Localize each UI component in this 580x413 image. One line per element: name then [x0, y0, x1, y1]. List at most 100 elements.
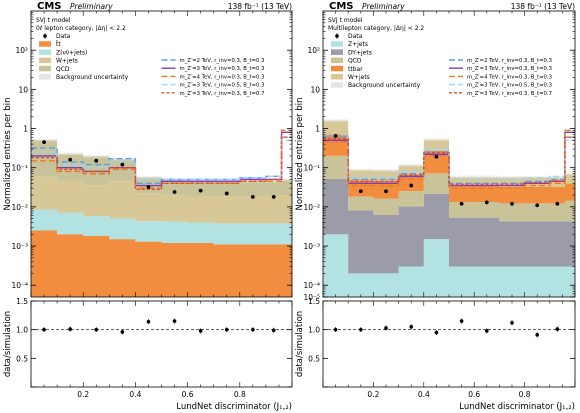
- legend-signal-label: m_Z′=3 TeV, r_inv=0.3, B_t=0.3: [180, 66, 265, 72]
- ratio-point: [94, 327, 99, 332]
- y-tick-label: 10⁻⁵: [303, 293, 320, 302]
- legend-label: Data: [348, 33, 363, 40]
- x-tick-label: 0.2: [367, 390, 379, 399]
- data-point: [535, 203, 540, 208]
- legend-label: DY+jets: [348, 49, 372, 56]
- legend-signal-label: m_Z′=4 TeV, r_inv=0.3, B_t=0.3: [467, 74, 552, 80]
- panel-right: 10⁻⁵ 10⁻⁴ 10⁻³ 10⁻² 10⁻¹ 1 10 10² CMS Preliminary…: [295, 1, 576, 412]
- data-point: [120, 162, 125, 167]
- x-axis-label: LundNet discriminator (J₁,₂): [459, 402, 575, 412]
- legend-label: W+jets: [348, 74, 370, 81]
- y-tick-label: 10⁻²: [303, 203, 320, 212]
- panel-left: 10⁻⁴ 10⁻³ 10⁻² 10⁻¹ 1 10 10² CMS Preliminary 138 …: [3, 1, 293, 412]
- model-label: SVJ t model: [328, 17, 363, 24]
- signal-sig4: [323, 133, 575, 181]
- legend-swatch-wjets: [39, 57, 51, 64]
- data-point: [555, 201, 560, 206]
- legend-signal-label: m_Z′=3 TeV, r_inv=0.3, B_t=0.7: [467, 91, 552, 97]
- signal-sig1: [31, 136, 292, 184]
- ratio-tick-label: 0.5: [308, 354, 320, 363]
- data-point: [409, 183, 414, 188]
- y-tick-label: 1: [315, 125, 320, 134]
- data-point: [224, 191, 229, 196]
- ratio-point: [409, 325, 414, 329]
- legend-signal-label: m_Z′=4 TeV, r_inv=0.3, B_t=0.3: [180, 74, 265, 80]
- data-point: [459, 201, 464, 206]
- legend-swatch-dyjets: [331, 49, 343, 55]
- ratio-point: [333, 327, 338, 332]
- category-label: Multilepton category, |Δη| < 2.2: [328, 25, 424, 32]
- legend-signal-label: m_Z′=3 TeV, r_inv=0.3, B_t=0.7: [180, 91, 265, 97]
- legend-swatch-ttbar: [39, 41, 51, 47]
- ratio-point: [510, 320, 514, 325]
- y-tick-label: 10⁻¹: [11, 164, 28, 173]
- ratio-tick-label: 0.5: [16, 354, 28, 363]
- y-tick-label: 10: [18, 85, 28, 94]
- y-tick-label: 10⁻¹: [303, 164, 320, 173]
- signal-sig3: [323, 129, 575, 189]
- legend-signal-label: m_Z′=2 TeV, r_inv=0.3, B_t=0.3: [180, 58, 265, 64]
- legend-label: Background uncertainty: [56, 74, 129, 81]
- plot-area: [323, 119, 575, 297]
- data-point: [68, 157, 73, 162]
- x-tick-label: 0.4: [418, 390, 430, 399]
- y-axis-label: Normalized entries per bin: [295, 97, 305, 210]
- data-point: [510, 201, 514, 206]
- ratio-frame: [30, 300, 293, 388]
- ratio-y-axis-label: data/simulation: [295, 311, 305, 377]
- ratio-point: [434, 330, 439, 335]
- status-label: Preliminary: [362, 2, 405, 11]
- lumi-label: 138 fb⁻¹ (13 TeV): [511, 2, 575, 11]
- signal-sig5: [31, 136, 292, 191]
- x-tick-label: 0.6: [468, 390, 480, 399]
- model-label: SVJ t model: [36, 17, 71, 24]
- data-point: [333, 133, 338, 138]
- ratio-point: [359, 327, 363, 332]
- cms-label: CMS: [329, 1, 354, 12]
- ratio-point: [224, 327, 229, 332]
- ratio-tick-label: 1.5: [16, 297, 28, 306]
- data-point: [434, 154, 439, 159]
- legend-label: Background uncertainty: [348, 82, 421, 89]
- legend-swatch-bkg_unc: [39, 74, 51, 80]
- legend-swatch-qcd: [331, 57, 343, 64]
- lumi-label: 138 fb⁻¹ (13 TeV): [228, 2, 292, 11]
- legend-label: W+jets: [56, 58, 78, 65]
- y-tick-label: 10⁻³: [303, 242, 320, 251]
- ratio-point: [485, 329, 489, 333]
- ratio-point: [198, 329, 203, 333]
- ratio-tick-label: 1.0: [308, 326, 320, 335]
- y-tick-label: 1: [23, 125, 28, 134]
- x-tick-label: 0.2: [77, 390, 89, 399]
- x-tick-label: 0.8: [234, 390, 246, 399]
- data-point: [198, 188, 203, 193]
- legend-signal-label: m_Z′=3 TeV, r_inv=0.5, B_t=0.3: [180, 83, 265, 89]
- y-tick-label: 10⁻³: [11, 242, 28, 251]
- y-tick-label: 10⁻²: [11, 203, 28, 212]
- legend-swatch-zjets: [39, 49, 51, 55]
- stack-ttbar: [31, 230, 292, 297]
- data-point: [42, 140, 46, 145]
- y-axis-label: Normalized entries per bin: [3, 97, 13, 210]
- data-point: [172, 190, 177, 194]
- ratio-point: [172, 319, 177, 323]
- data-point: [271, 194, 276, 199]
- ratio-point: [555, 327, 560, 331]
- ratio-point: [120, 330, 125, 334]
- legend-label: QCD: [348, 58, 362, 65]
- legend-label: QCD: [56, 66, 70, 73]
- legend-swatch-qcd: [39, 65, 51, 72]
- legend-label: Z+jets: [348, 41, 368, 48]
- y-tick-label: 10: [310, 85, 320, 94]
- legend-swatch-wjets: [331, 74, 343, 80]
- x-tick-label: 0.6: [182, 390, 194, 399]
- signal-sig4: [31, 139, 292, 181]
- ratio-point: [251, 327, 255, 332]
- legend-signal-label: m_Z′=3 TeV, r_inv=0.5, B_t=0.3: [467, 83, 552, 89]
- ratio-point: [42, 327, 46, 332]
- plot-area: [31, 129, 292, 297]
- status-label: Preliminary: [70, 2, 113, 11]
- cms-label: CMS: [37, 1, 62, 12]
- ratio-point: [384, 326, 388, 330]
